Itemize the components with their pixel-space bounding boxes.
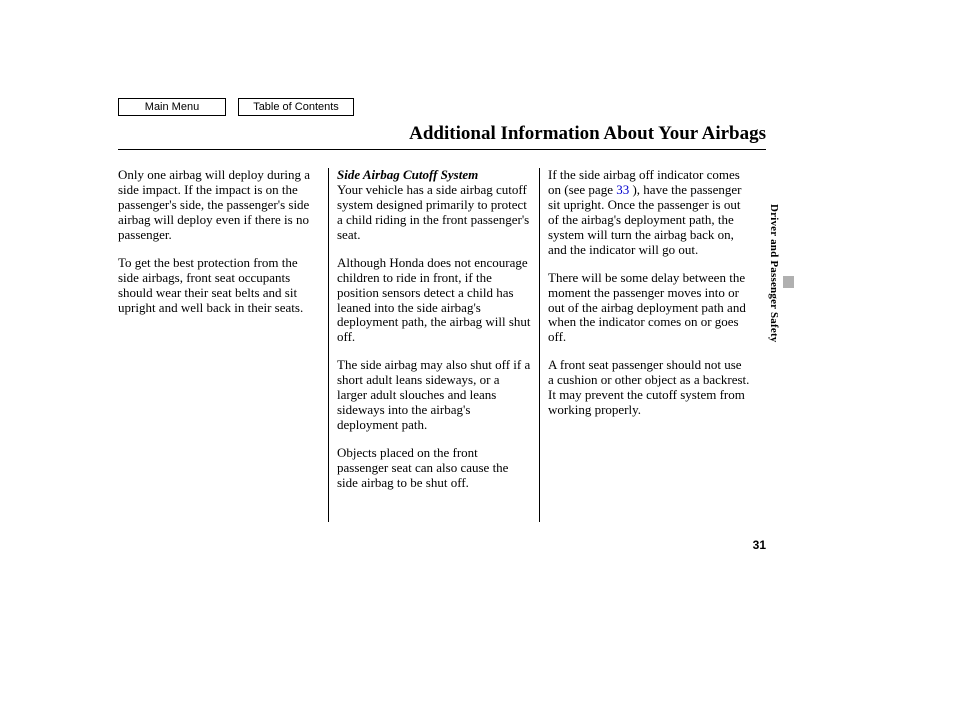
body-text: The side airbag may also shut off if a s… (337, 358, 531, 433)
page-title: Additional Information About Your Airbag… (409, 123, 766, 145)
body-text: Your vehicle has a side airbag cutoff sy… (337, 182, 529, 242)
body-text: Side Airbag Cutoff SystemYour vehicle ha… (337, 168, 531, 243)
body-text: A front seat passenger should not use a … (548, 358, 750, 418)
body-text: Objects placed on the front passenger se… (337, 446, 531, 491)
body-text: Although Honda does not encourage childr… (337, 256, 531, 346)
subheading: Side Airbag Cutoff System (337, 167, 478, 182)
section-label: Driver and Passenger Safety (768, 204, 780, 343)
content-columns: Only one airbag will deploy during a sid… (118, 168, 750, 522)
title-rule (118, 149, 766, 150)
side-tab (783, 276, 794, 288)
body-text: If the side airbag off indicator comes o… (548, 168, 750, 258)
column-1: Only one airbag will deploy during a sid… (118, 168, 328, 522)
toc-button[interactable]: Table of Contents (238, 98, 354, 116)
body-text: To get the best protection from the side… (118, 256, 320, 316)
body-text: There will be some delay between the mom… (548, 271, 750, 346)
column-3: If the side airbag off indicator comes o… (540, 168, 750, 522)
nav-buttons: Main Menu Table of Contents (118, 98, 354, 116)
main-menu-button[interactable]: Main Menu (118, 98, 226, 116)
page-number: 31 (753, 538, 766, 552)
body-text: Only one airbag will deploy during a sid… (118, 168, 320, 243)
column-2: Side Airbag Cutoff SystemYour vehicle ha… (329, 168, 539, 522)
page-link-33[interactable]: 33 (616, 182, 629, 197)
